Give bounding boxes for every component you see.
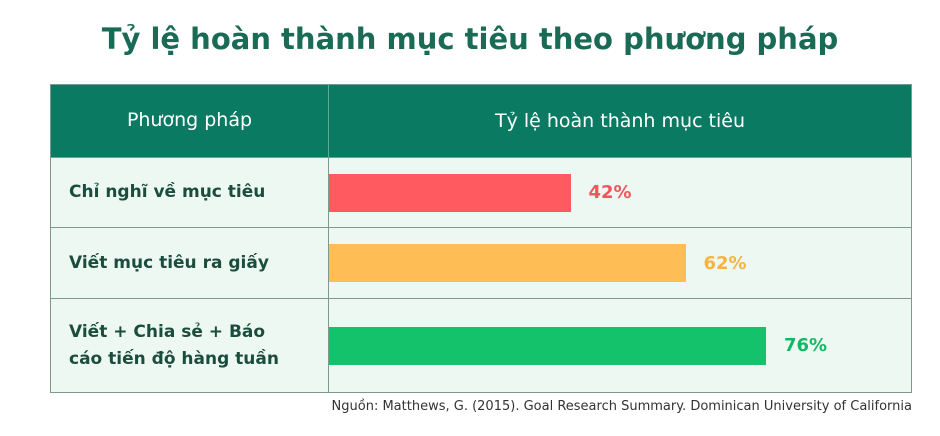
bar [329, 244, 686, 282]
value-label: 62% [703, 252, 747, 274]
bar-cell: 62% [329, 228, 911, 298]
category-label: Chỉ nghĩ về mục tiêu [51, 158, 329, 227]
value-label: 42% [588, 182, 632, 203]
table-row: Chỉ nghĩ về mục tiêu 42% [51, 157, 911, 227]
chart-title: Tỷ lệ hoàn thành mục tiêu theo phương ph… [101, 22, 839, 56]
source-note: Nguồn: Matthews, G. (2015). Goal Researc… [331, 399, 912, 414]
category-label: Viết mục tiêu ra giấy [51, 228, 329, 298]
header-row: Phương pháp Tỷ lệ hoàn thành mục tiêu [51, 85, 911, 157]
table-row: Viết + Chia sẻ + Báo cáo tiến độ hàng tu… [51, 298, 911, 392]
table: Phương pháp Tỷ lệ hoàn thành mục tiêu Ch… [50, 84, 912, 393]
bar [329, 326, 766, 365]
bar-cell: 76% [329, 299, 911, 392]
category-label: Viết + Chia sẻ + Báo cáo tiến độ hàng tu… [51, 299, 329, 392]
header-cell: Phương pháp [51, 85, 329, 157]
bar-cell: 42% [329, 158, 911, 227]
table-row: Viết mục tiêu ra giấy 62% [51, 227, 911, 298]
value-label: 76% [784, 335, 828, 356]
header-cell: Tỷ lệ hoàn thành mục tiêu [494, 110, 746, 132]
bar [329, 173, 571, 212]
